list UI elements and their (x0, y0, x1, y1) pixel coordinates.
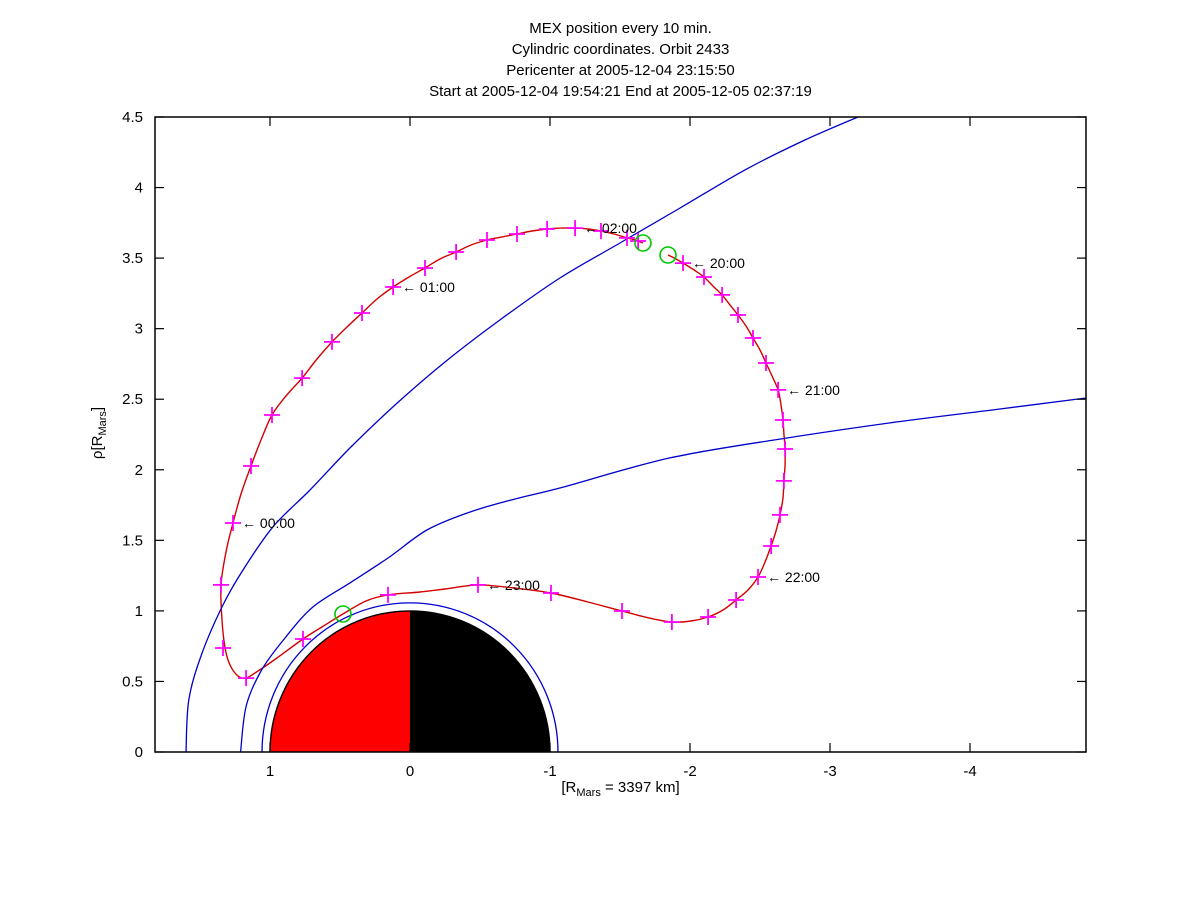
axes-box: 1 0 -1 -2 -3 -4 0 0.5 1 1.5 2 2.5 3 3.5 4 4.5 (122, 109, 1087, 780)
mars-disk (269, 610, 551, 753)
time-annotation-01-00: ← 01:00 (402, 279, 455, 295)
time-annotation-20-00: ← 20:00 (692, 255, 745, 271)
time-annotation-23-00: ← 23:00 (487, 577, 540, 593)
y-axis-label-subscript: Mars (97, 411, 109, 436)
x-axis-label-subscript: Mars (576, 787, 601, 799)
y-tick-label: 2.5 (122, 391, 143, 408)
mars-dayside (270, 610, 410, 752)
bow-shock-path (185, 117, 859, 752)
trajectory-plus-markers (213, 220, 794, 687)
orbit-end-circle (634, 234, 652, 252)
pericenter-circle (334, 605, 352, 623)
mpb-path (239, 397, 1086, 752)
x-tick-label: 0 (406, 763, 414, 780)
trajectory-path (220, 227, 786, 680)
time-annotation-00-00: ← 00:00 (242, 515, 295, 531)
orbit-start-circle (659, 246, 677, 264)
y-tick-label: 0.5 (122, 673, 143, 690)
y-axis-label-text: ρ[R (89, 435, 106, 460)
x-tick-label: -1 (543, 763, 556, 780)
x-axis-label-close: = 3397 km] (600, 779, 680, 796)
y-tick-label: 3.5 (122, 250, 143, 267)
x-tick-label: -4 (963, 763, 976, 780)
time-annotation-21-00: ← 21:00 (787, 382, 840, 398)
title-line-1: MEX position every 10 min. (529, 20, 712, 37)
mars-outline (269, 610, 551, 753)
y-tick-label: 4.5 (122, 109, 143, 126)
x-axis-label-text: [R (561, 779, 577, 796)
x-tick-label: 1 (266, 763, 274, 780)
y-tick-label: 3 (135, 321, 143, 338)
figure-title: MEX position every 10 min. Cylindric coo… (155, 18, 1086, 102)
time-annotation-02-00: ← 02:00 (584, 220, 637, 236)
y-tick-label: 1 (135, 603, 143, 620)
mars-boundary-circle (261, 602, 559, 752)
y-axis-label-close: ] (89, 406, 106, 412)
x-tick-label: -3 (823, 763, 836, 780)
y-axis-label: ρ[RMars] (89, 407, 109, 459)
title-line-2: Cylindric coordinates. Orbit 2433 (511, 41, 730, 58)
y-tick-label: 2 (135, 462, 143, 479)
y-tick-label: 4 (135, 180, 143, 197)
title-line-4: Start at 2005-12-04 19:54:21 End at 2005… (429, 83, 812, 100)
title-line-3: Pericenter at 2005-12-04 23:15:50 (506, 62, 735, 79)
plot-border (154, 116, 1087, 753)
y-tick-label: 1.5 (122, 532, 143, 549)
x-axis-label: [RMars = 3397 km] (155, 779, 1086, 799)
y-tick-label: 0 (135, 744, 143, 761)
x-tick-label: -2 (683, 763, 696, 780)
mars-nightside (410, 610, 550, 752)
time-annotation-22-00: ← 22:00 (767, 569, 820, 585)
